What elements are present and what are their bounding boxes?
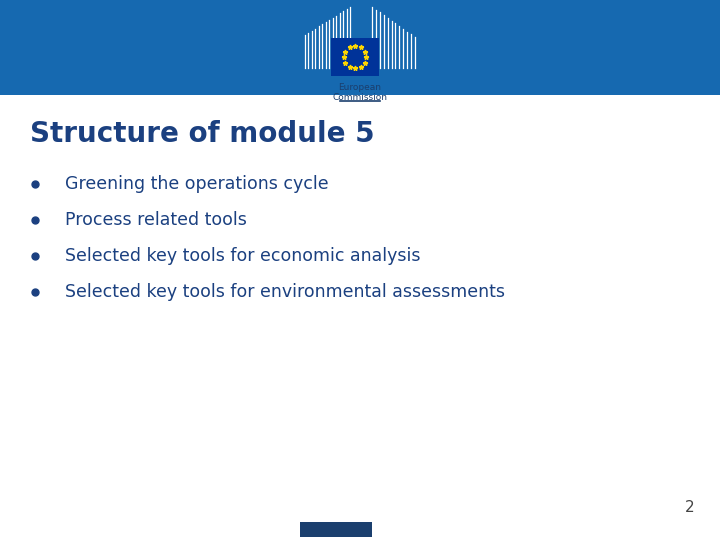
Text: Greening the operations cycle: Greening the operations cycle [65, 175, 328, 193]
Text: Selected key tools for environmental assessments: Selected key tools for environmental ass… [65, 283, 505, 301]
Bar [300, 522, 372, 537]
Bar [331, 38, 379, 76]
Text: Selected key tools for economic analysis: Selected key tools for economic analysis [65, 247, 420, 265]
Text: Structure of module 5: Structure of module 5 [30, 120, 374, 148]
Text: 2: 2 [685, 501, 695, 516]
Text: European
Commission: European Commission [333, 83, 387, 103]
Bar [0, 0, 720, 95]
Text: Process related tools: Process related tools [65, 211, 247, 229]
